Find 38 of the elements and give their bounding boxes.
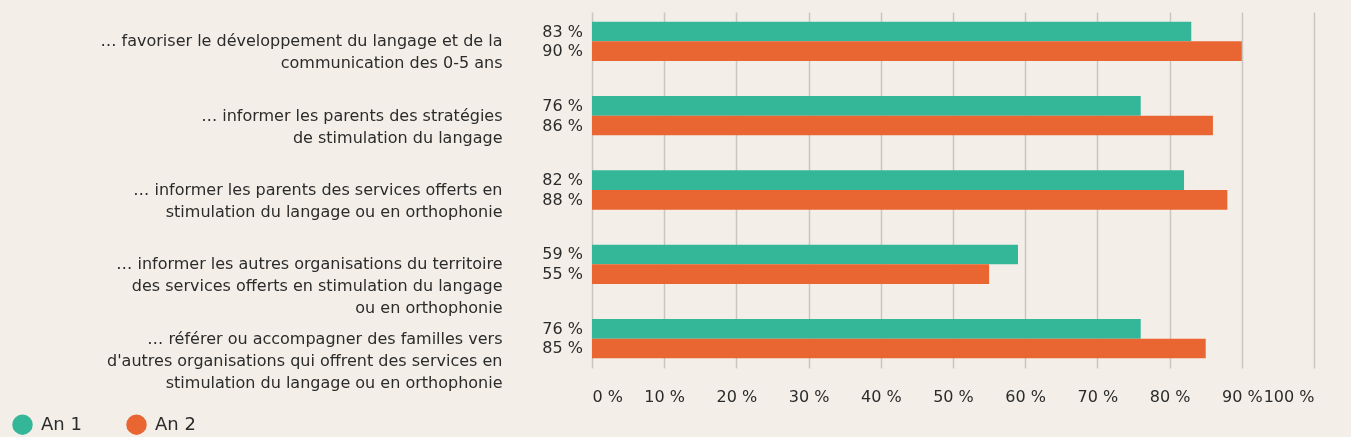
x-tick-label: 90 % bbox=[1221, 386, 1263, 406]
x-tick-label: 10 % bbox=[644, 386, 686, 406]
y-tick-label: … référer ou accompagner des familles vers d'autres organisations qui offrent des services en stimulation du langage ou en orthophonie bbox=[107, 328, 503, 392]
data-label: 76 % bbox=[542, 95, 583, 115]
data-label: 86 % bbox=[542, 115, 583, 135]
x-tick-label: 70 % bbox=[1077, 386, 1119, 406]
data-label: 83 % bbox=[542, 21, 583, 41]
x-tick-label: 50 % bbox=[933, 386, 974, 406]
y-tick-label: … informer les parents des stratégies de stimulation du langage bbox=[201, 105, 503, 147]
bar bbox=[592, 95, 1141, 116]
data-label: 85 % bbox=[542, 338, 583, 358]
bar bbox=[592, 318, 1141, 339]
legend-label: An 1 bbox=[41, 412, 82, 434]
data-label: 82 % bbox=[542, 170, 583, 190]
bar bbox=[592, 338, 1206, 359]
bar bbox=[592, 21, 1192, 42]
x-tick-label: 0 % bbox=[592, 386, 623, 406]
x-tick-label: 100 % bbox=[1263, 386, 1315, 406]
x-tick-label: 30 % bbox=[788, 386, 830, 406]
bar bbox=[592, 170, 1185, 190]
x-tick-label: 20 % bbox=[716, 386, 758, 406]
y-tick-label: … informer les parents des services offerts en stimulation du langage ou en orthophonie bbox=[133, 180, 503, 221]
x-tick-label: 40 % bbox=[860, 386, 902, 406]
bar bbox=[592, 190, 1228, 210]
bar bbox=[592, 244, 1018, 265]
data-label: 55 % bbox=[542, 264, 583, 284]
x-tick-label: 80 % bbox=[1149, 386, 1191, 406]
bar bbox=[592, 41, 1242, 62]
x-tick-label: 60 % bbox=[1005, 386, 1047, 406]
bar bbox=[592, 264, 990, 285]
bar bbox=[592, 115, 1213, 136]
data-label: 59 % bbox=[542, 244, 583, 264]
data-label: 90 % bbox=[542, 41, 583, 61]
data-label: 76 % bbox=[542, 318, 583, 338]
y-tick-label: … informer les autres organisations du territoire des services offerts en stimulation du langage ou en orthophonie bbox=[116, 254, 503, 318]
data-label: 88 % bbox=[542, 189, 583, 209]
y-tick-label: … favoriser le développement du langage et de la communication des 0-5 ans bbox=[100, 31, 503, 73]
legend-label: An 2 bbox=[155, 412, 196, 434]
